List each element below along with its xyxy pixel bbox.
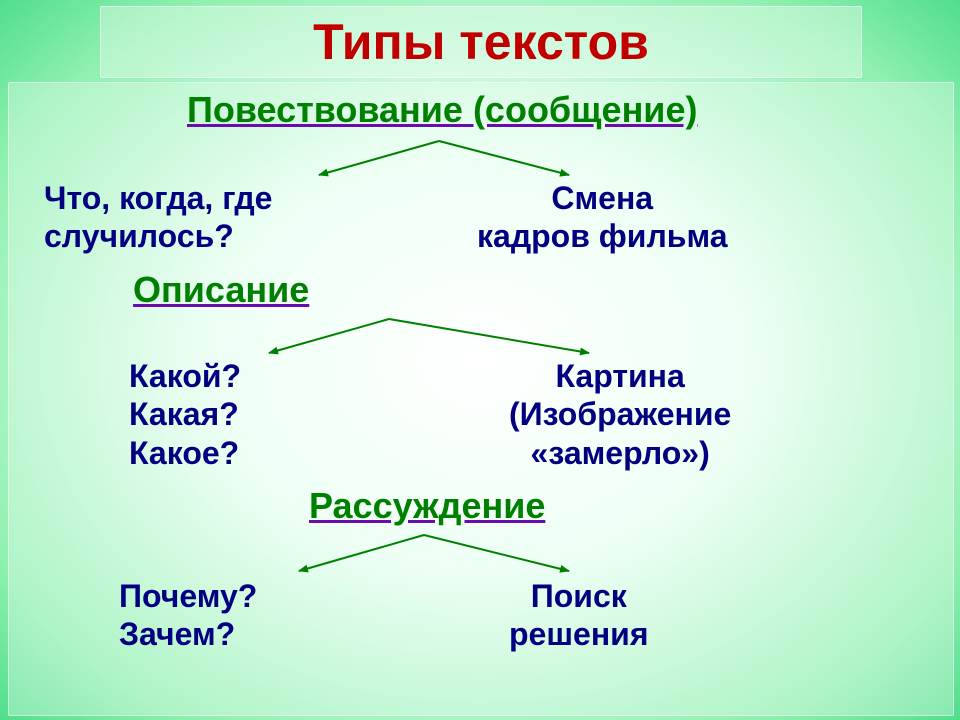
- section-heading-reasoning: Рассуждение: [309, 485, 545, 527]
- branch-left-narration: Что, когда, гдеслучилось?: [44, 179, 272, 256]
- section-heading-description: Описание: [133, 269, 309, 311]
- branch-left-description: Какой?Какая?Какое?: [129, 357, 241, 472]
- slide-background: Типы текстов Повествование (сообщение) Ч…: [0, 0, 960, 720]
- branch-right-reasoning: Поискрешения: [509, 577, 648, 654]
- content-box: Повествование (сообщение) Что, когда, гд…: [8, 82, 954, 716]
- branch-left-reasoning: Почему?Зачем?: [119, 577, 257, 654]
- section-heading-narration: Повествование (сообщение): [187, 89, 697, 131]
- branch-right-narration: Сменакадров фильма: [477, 179, 728, 256]
- slide-title: Типы текстов: [313, 13, 649, 71]
- title-box: Типы текстов: [100, 6, 862, 78]
- branch-right-description: Картина(Изображение«замерло»): [509, 357, 731, 472]
